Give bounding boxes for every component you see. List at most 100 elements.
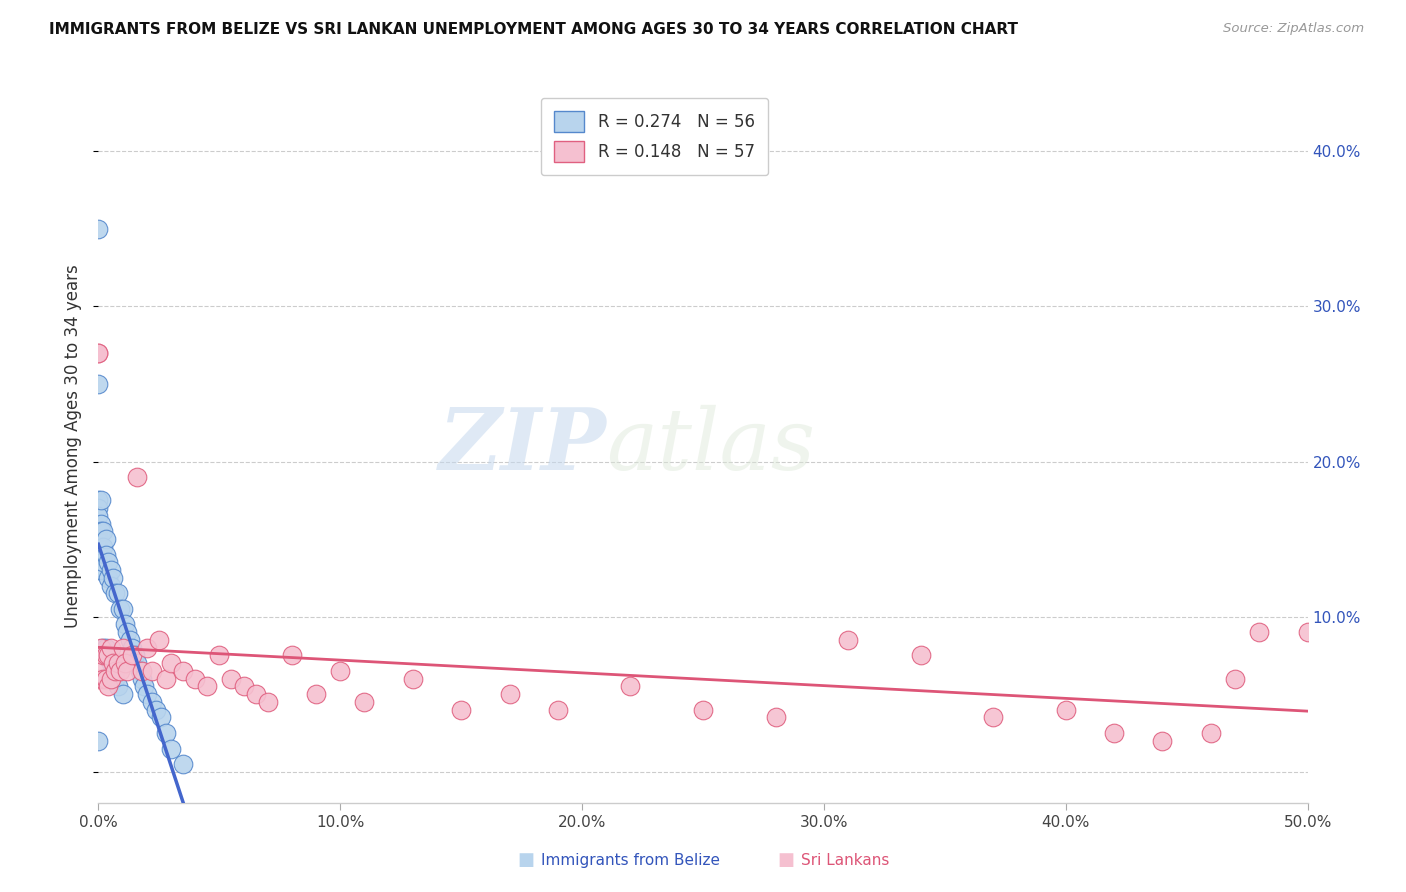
Text: IMMIGRANTS FROM BELIZE VS SRI LANKAN UNEMPLOYMENT AMONG AGES 30 TO 34 YEARS CORR: IMMIGRANTS FROM BELIZE VS SRI LANKAN UNE… xyxy=(49,22,1018,37)
Point xyxy=(114,656,136,670)
Point xyxy=(232,680,254,694)
Point xyxy=(1054,703,1077,717)
Point xyxy=(100,640,122,655)
Point xyxy=(87,524,110,539)
Point xyxy=(1223,672,1246,686)
Point xyxy=(91,672,114,686)
Point xyxy=(100,579,122,593)
Y-axis label: Unemployment Among Ages 30 to 34 years: Unemployment Among Ages 30 to 34 years xyxy=(65,264,83,628)
Point xyxy=(90,540,112,554)
Point xyxy=(172,757,194,772)
Point xyxy=(94,548,117,562)
Legend: R = 0.274   N = 56, R = 0.148   N = 57: R = 0.274 N = 56, R = 0.148 N = 57 xyxy=(541,97,768,176)
Point xyxy=(94,672,117,686)
Point xyxy=(498,687,520,701)
Point xyxy=(141,695,163,709)
Point xyxy=(90,548,112,562)
Point xyxy=(1249,625,1271,640)
Point xyxy=(131,664,153,678)
Text: ZIP: ZIP xyxy=(439,404,606,488)
Point xyxy=(101,664,124,678)
Point xyxy=(90,640,112,655)
Point xyxy=(94,648,117,663)
Point xyxy=(124,648,146,663)
Point xyxy=(97,648,120,663)
Point xyxy=(87,548,110,562)
Text: atlas: atlas xyxy=(606,405,815,487)
Point xyxy=(245,687,267,701)
Point xyxy=(87,540,110,554)
Point xyxy=(155,672,177,686)
Point xyxy=(1199,726,1222,740)
Point xyxy=(118,632,141,647)
Point xyxy=(87,672,110,686)
Point xyxy=(97,571,120,585)
Point xyxy=(91,640,114,655)
Point xyxy=(94,532,117,546)
Point xyxy=(87,376,110,391)
Point xyxy=(107,680,129,694)
Point xyxy=(135,687,157,701)
Point xyxy=(100,656,122,670)
Point xyxy=(104,586,127,600)
Point xyxy=(111,640,134,655)
Point xyxy=(97,648,120,663)
Point xyxy=(90,493,112,508)
Point xyxy=(87,508,110,523)
Point xyxy=(121,648,143,663)
Point xyxy=(90,516,112,531)
Point xyxy=(101,571,124,585)
Point xyxy=(87,532,110,546)
Point xyxy=(141,664,163,678)
Point xyxy=(128,664,150,678)
Point xyxy=(87,346,110,360)
Point xyxy=(108,664,131,678)
Point xyxy=(837,632,859,647)
Point xyxy=(90,664,112,678)
Point xyxy=(329,664,352,678)
Point xyxy=(221,672,243,686)
Point xyxy=(256,695,278,709)
Point xyxy=(1296,625,1319,640)
Point xyxy=(160,741,183,756)
Point xyxy=(765,710,787,724)
Point xyxy=(145,703,167,717)
Point xyxy=(117,664,139,678)
Point xyxy=(111,602,134,616)
Point xyxy=(87,563,110,577)
Point xyxy=(450,703,472,717)
Point xyxy=(305,687,328,701)
Point xyxy=(91,555,114,569)
Point xyxy=(121,640,143,655)
Point xyxy=(692,703,714,717)
Point xyxy=(981,710,1004,724)
Point xyxy=(91,648,114,663)
Point xyxy=(97,555,120,569)
Point xyxy=(97,680,120,694)
Point xyxy=(91,540,114,554)
Point xyxy=(134,680,156,694)
Point xyxy=(87,346,110,360)
Text: Immigrants from Belize: Immigrants from Belize xyxy=(541,854,720,868)
Point xyxy=(90,524,112,539)
Point xyxy=(172,664,194,678)
Point xyxy=(117,625,139,640)
Point xyxy=(87,493,110,508)
Point xyxy=(281,648,304,663)
Point xyxy=(148,632,170,647)
Point xyxy=(108,602,131,616)
Point xyxy=(94,640,117,655)
Point xyxy=(104,664,127,678)
Point xyxy=(547,703,569,717)
Point xyxy=(101,656,124,670)
Point xyxy=(353,695,375,709)
Point xyxy=(87,733,110,747)
Point xyxy=(184,672,207,686)
Point xyxy=(910,648,932,663)
Point xyxy=(90,563,112,577)
Point xyxy=(208,648,231,663)
Point xyxy=(131,672,153,686)
Point xyxy=(155,726,177,740)
Text: Sri Lankans: Sri Lankans xyxy=(801,854,890,868)
Point xyxy=(402,672,425,686)
